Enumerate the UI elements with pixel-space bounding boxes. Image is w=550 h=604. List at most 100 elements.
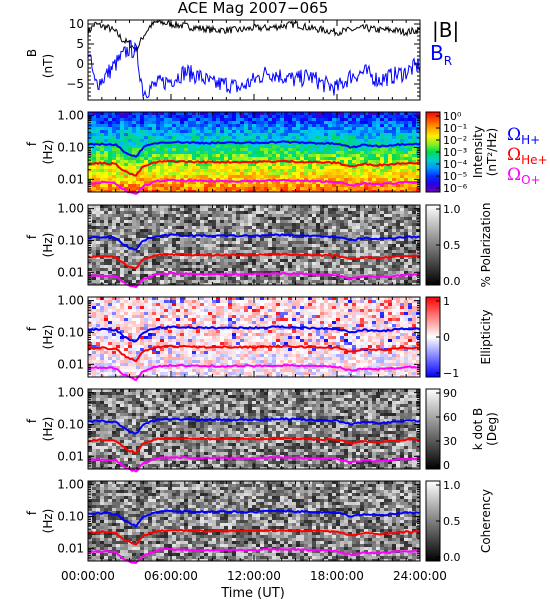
heatmap-cell bbox=[128, 235, 132, 238]
heatmap-cell bbox=[300, 238, 304, 241]
heatmap-cell bbox=[280, 118, 284, 121]
heatmap-cell bbox=[260, 214, 264, 217]
heatmap-cell bbox=[296, 247, 300, 250]
heatmap-cell bbox=[184, 166, 188, 169]
heatmap-cell bbox=[304, 130, 308, 133]
heatmap-cell bbox=[336, 244, 340, 247]
heatmap-cell bbox=[220, 184, 224, 187]
heatmap-cell bbox=[304, 277, 308, 280]
heatmap-cell bbox=[92, 217, 96, 220]
heatmap-cell bbox=[192, 184, 196, 187]
heatmap-cell bbox=[108, 309, 112, 312]
heatmap-cell bbox=[356, 253, 360, 256]
heatmap-cell bbox=[324, 184, 328, 187]
heatmap-cell bbox=[144, 229, 148, 232]
heatmap-cell bbox=[400, 226, 404, 229]
heatmap-cell bbox=[296, 163, 300, 166]
heatmap-cell bbox=[404, 244, 408, 247]
heatmap-cell bbox=[120, 157, 124, 160]
heatmap-cell bbox=[288, 223, 292, 226]
heatmap-cell bbox=[380, 211, 384, 214]
heatmap-cell bbox=[192, 211, 196, 214]
heatmap-cell bbox=[392, 220, 396, 223]
panel3-yunit: (Hz) bbox=[41, 233, 55, 258]
heatmap-cell bbox=[192, 262, 196, 265]
heatmap-cell bbox=[132, 160, 136, 163]
heatmap-cell bbox=[240, 262, 244, 265]
heatmap-cell bbox=[400, 172, 404, 175]
heatmap-cell bbox=[316, 133, 320, 136]
heatmap-cell bbox=[276, 115, 280, 118]
heatmap-cell bbox=[108, 130, 112, 133]
heatmap-cell bbox=[104, 220, 108, 223]
heatmap-cell bbox=[108, 166, 112, 169]
heatmap-cell bbox=[236, 169, 240, 172]
heatmap-cell bbox=[320, 148, 324, 151]
heatmap-cell bbox=[324, 166, 328, 169]
heatmap-cell bbox=[112, 175, 116, 178]
heatmap-cell bbox=[320, 166, 324, 169]
heatmap-cell bbox=[364, 124, 368, 127]
heatmap-cell bbox=[280, 115, 284, 118]
heatmap-cell bbox=[248, 280, 252, 283]
heatmap-cell bbox=[340, 214, 344, 217]
heatmap-cell bbox=[104, 184, 108, 187]
heatmap-cell bbox=[316, 163, 320, 166]
heatmap-cell bbox=[132, 232, 136, 235]
heatmap-cell bbox=[384, 166, 388, 169]
heatmap-cell bbox=[160, 277, 164, 280]
heatmap-cell bbox=[108, 157, 112, 160]
heatmap-cell bbox=[300, 133, 304, 136]
heatmap-cell bbox=[288, 220, 292, 223]
heatmap-cell bbox=[348, 271, 352, 274]
heatmap-cell bbox=[340, 280, 344, 283]
heatmap-cell bbox=[232, 208, 236, 211]
heatmap-cell bbox=[380, 172, 384, 175]
heatmap-cell bbox=[352, 226, 356, 229]
heatmap-cell bbox=[148, 154, 152, 157]
heatmap-cell bbox=[380, 160, 384, 163]
heatmap-cell bbox=[340, 184, 344, 187]
heatmap-cell bbox=[396, 124, 400, 127]
heatmap-cell bbox=[140, 127, 144, 130]
heatmap-cell bbox=[116, 169, 120, 172]
heatmap-cell bbox=[404, 262, 408, 265]
chart-title: ACE Mag 2007−065 bbox=[178, 0, 329, 17]
heatmap-cell bbox=[92, 339, 96, 342]
heatmap-cell bbox=[260, 256, 264, 259]
heatmap-cell bbox=[340, 154, 344, 157]
heatmap-cell bbox=[332, 178, 336, 181]
heatmap-cell bbox=[104, 312, 108, 315]
heatmap-cell bbox=[408, 241, 412, 244]
heatmap-cell bbox=[152, 169, 156, 172]
heatmap-cell bbox=[108, 363, 112, 366]
heatmap-cell bbox=[168, 163, 172, 166]
heatmap-cell bbox=[360, 247, 364, 250]
heatmap-cell bbox=[240, 127, 244, 130]
heatmap-cell bbox=[160, 268, 164, 271]
heatmap-cell bbox=[360, 280, 364, 283]
heatmap-cell bbox=[232, 223, 236, 226]
heatmap-cell bbox=[300, 124, 304, 127]
heatmap-cell bbox=[332, 184, 336, 187]
heatmap-cell bbox=[168, 223, 172, 226]
heatmap-cell bbox=[184, 226, 188, 229]
heatmap-cell bbox=[316, 220, 320, 223]
heatmap-cell bbox=[368, 241, 372, 244]
heatmap-cell bbox=[284, 280, 288, 283]
heatmap-cell bbox=[232, 130, 236, 133]
heatmap-cell bbox=[332, 124, 336, 127]
heatmap-cell bbox=[324, 217, 328, 220]
heatmap-cell bbox=[148, 115, 152, 118]
heatmap-cell bbox=[404, 148, 408, 151]
heatmap-cell bbox=[104, 148, 108, 151]
heatmap-cell bbox=[220, 121, 224, 124]
heatmap-cell bbox=[336, 169, 340, 172]
heatmap-cell bbox=[244, 220, 248, 223]
heatmap-cell bbox=[160, 244, 164, 247]
heatmap-cell bbox=[172, 124, 176, 127]
heatmap-cell bbox=[376, 157, 380, 160]
heatmap-cell bbox=[200, 265, 204, 268]
heatmap-cell bbox=[112, 265, 116, 268]
heatmap-cell bbox=[108, 223, 112, 226]
